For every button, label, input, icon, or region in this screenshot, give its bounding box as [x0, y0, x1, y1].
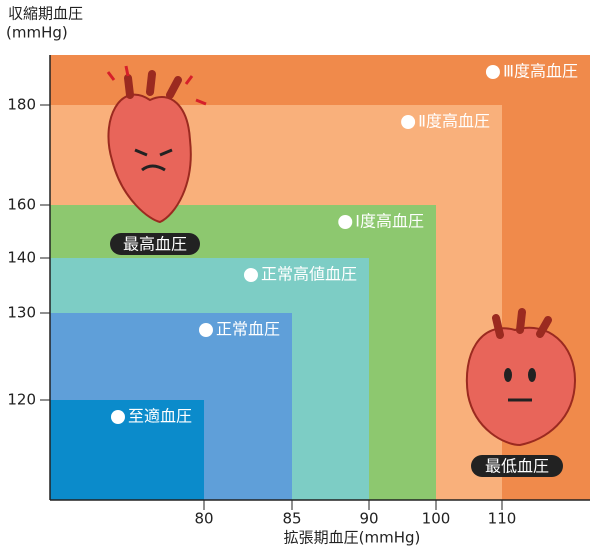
- bullet: [486, 65, 500, 79]
- region-label: Ⅲ度高血圧: [503, 62, 578, 81]
- region-label: 至適血圧: [128, 407, 192, 426]
- y-axis-label: 収縮期血圧: [8, 5, 83, 23]
- y-tick-label: 130: [7, 304, 36, 322]
- annotation: 最低血圧: [485, 457, 549, 476]
- y-tick-label: 180: [7, 96, 36, 114]
- chart: 最高血圧 最低血圧 収縮期血圧 (mmHg) 拡張期血圧(mmHg) 至適血圧 正…: [0, 0, 590, 548]
- x-tick-label: 80: [194, 510, 213, 528]
- annotation: 最高血圧: [123, 235, 187, 254]
- region-label: Ⅱ度高血圧: [418, 112, 490, 131]
- x-tick-label: 110: [488, 510, 517, 528]
- y-axis-label: (mmHg): [6, 24, 68, 42]
- x-tick-label: 90: [359, 510, 378, 528]
- region-label: 正常高値血圧: [261, 265, 357, 284]
- y-tick-label: 140: [7, 249, 36, 267]
- x-axis-label: 拡張期血圧(mmHg): [284, 529, 421, 547]
- bullet: [338, 215, 352, 229]
- x-tick-label: 100: [422, 510, 451, 528]
- region-label: Ⅰ度高血圧: [355, 212, 424, 231]
- bullet: [244, 268, 258, 282]
- bullet: [401, 115, 415, 129]
- region-label: 正常血圧: [216, 320, 280, 339]
- bullet: [111, 410, 125, 424]
- bullet: [199, 323, 213, 337]
- x-tick-label: 85: [282, 510, 301, 528]
- y-tick-label: 160: [7, 196, 36, 214]
- y-tick-label: 120: [7, 391, 36, 409]
